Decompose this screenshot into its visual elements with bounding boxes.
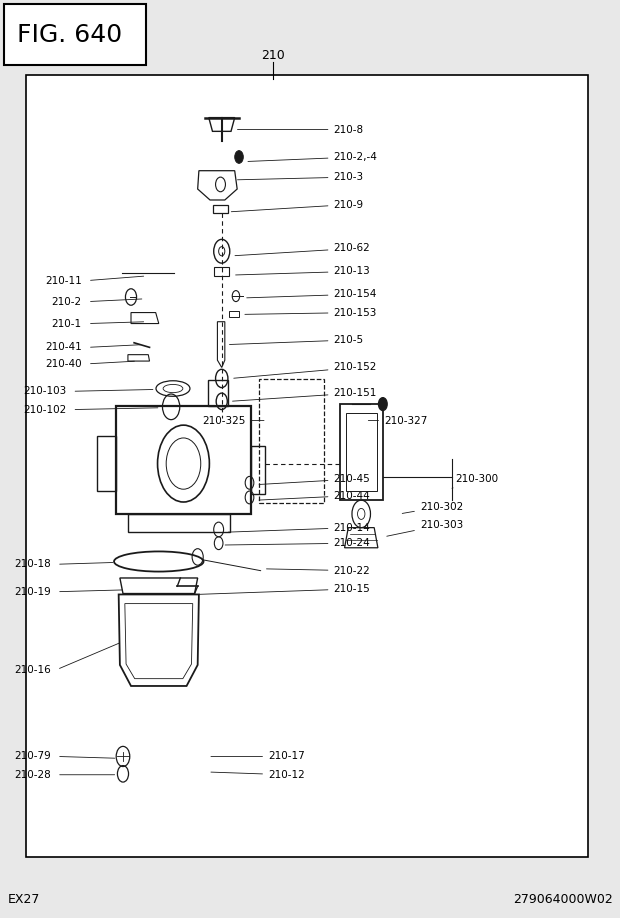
Text: 210-18: 210-18 xyxy=(14,559,51,569)
Bar xyxy=(259,379,324,503)
Text: 210-151: 210-151 xyxy=(232,388,377,401)
Text: 210-40: 210-40 xyxy=(45,359,82,369)
Text: 210-103: 210-103 xyxy=(23,386,66,397)
Text: 210: 210 xyxy=(261,49,285,62)
Text: 210-300: 210-300 xyxy=(452,474,498,488)
Text: EX27: EX27 xyxy=(7,892,40,906)
Text: 210-28: 210-28 xyxy=(14,770,51,779)
Bar xyxy=(340,404,383,500)
Text: 210-303: 210-303 xyxy=(387,520,463,536)
Text: 210-12: 210-12 xyxy=(211,770,305,779)
Bar xyxy=(251,446,265,494)
Text: 210-3: 210-3 xyxy=(237,172,363,182)
Text: 210-19: 210-19 xyxy=(14,587,51,597)
Circle shape xyxy=(235,151,243,163)
Bar xyxy=(128,514,230,532)
Text: 210-154: 210-154 xyxy=(247,289,377,299)
FancyBboxPatch shape xyxy=(4,5,146,65)
Text: 210-9: 210-9 xyxy=(231,199,363,212)
Text: FIG. 640: FIG. 640 xyxy=(17,23,122,47)
Text: 210-15: 210-15 xyxy=(198,584,370,594)
Text: 210-14: 210-14 xyxy=(228,522,370,532)
Text: 210-16: 210-16 xyxy=(14,665,51,675)
Text: 210-327: 210-327 xyxy=(368,416,427,426)
Text: 210-302: 210-302 xyxy=(402,501,463,513)
Bar xyxy=(97,436,115,491)
Text: 210-24: 210-24 xyxy=(225,538,370,548)
Circle shape xyxy=(379,397,387,410)
Text: 210-17: 210-17 xyxy=(211,752,305,761)
Text: 210-325: 210-325 xyxy=(203,416,264,426)
Text: 210-41: 210-41 xyxy=(45,342,82,353)
Text: 210-2,-4: 210-2,-4 xyxy=(248,152,378,162)
Bar xyxy=(115,406,251,514)
Bar xyxy=(346,413,377,491)
Text: 210-79: 210-79 xyxy=(14,752,51,761)
Text: 210-5: 210-5 xyxy=(229,335,363,345)
Text: 210-1: 210-1 xyxy=(51,319,82,329)
Text: 210-13: 210-13 xyxy=(236,266,370,276)
Text: 210-11: 210-11 xyxy=(45,275,82,285)
Bar xyxy=(208,380,228,406)
Text: 210-62: 210-62 xyxy=(235,243,370,255)
Text: 210-153: 210-153 xyxy=(245,308,377,318)
Text: 210-44: 210-44 xyxy=(259,490,370,500)
Text: 210-102: 210-102 xyxy=(23,405,66,415)
Text: 210-2: 210-2 xyxy=(51,297,82,307)
Text: 279064000W02: 279064000W02 xyxy=(513,892,613,906)
Text: 210-22: 210-22 xyxy=(267,565,370,576)
Bar xyxy=(26,74,588,857)
Text: 210-8: 210-8 xyxy=(237,125,363,135)
Text: 210-45: 210-45 xyxy=(259,474,370,485)
Text: 210-152: 210-152 xyxy=(234,363,377,378)
